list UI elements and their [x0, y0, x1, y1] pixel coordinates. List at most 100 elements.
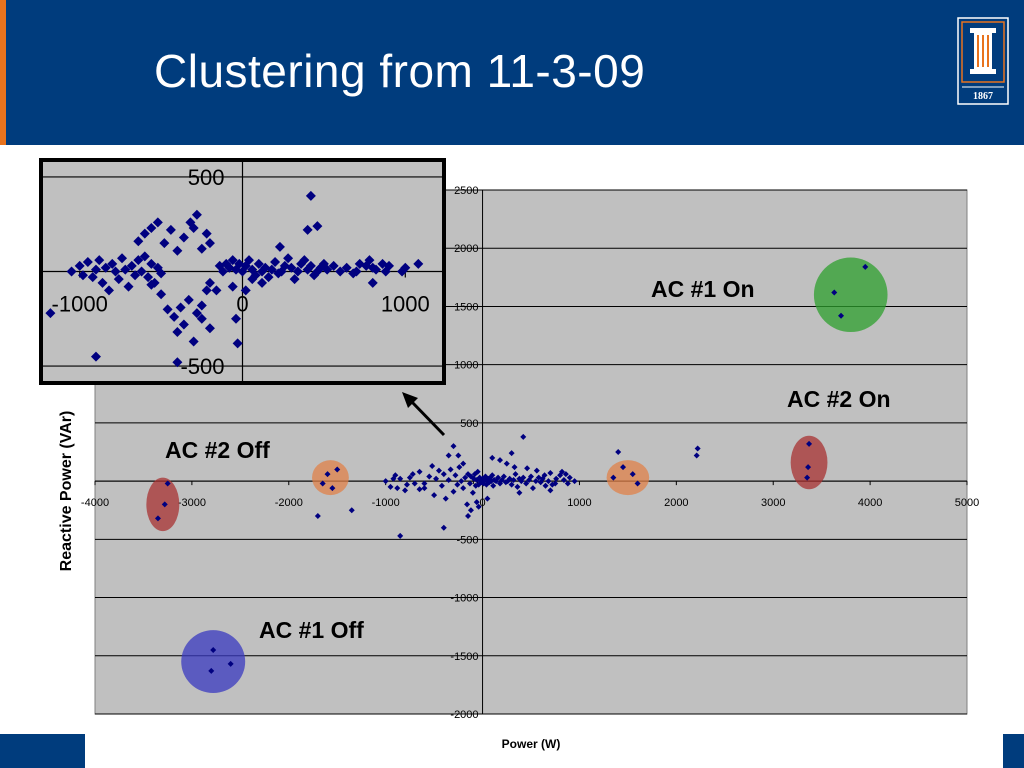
data-point	[520, 433, 527, 440]
inset-data-point	[87, 272, 98, 283]
inset-data-point	[377, 258, 388, 269]
data-point	[319, 480, 326, 487]
data-point	[421, 485, 428, 492]
data-point	[804, 474, 811, 481]
inset-data-point	[335, 266, 346, 277]
y-tick-label: 1000	[454, 360, 478, 372]
inset-data-point	[348, 268, 359, 279]
inset-data-point	[74, 260, 85, 271]
inset-data-point	[244, 255, 255, 266]
cluster-ellipse	[790, 435, 828, 490]
inset-data-point	[191, 209, 202, 220]
inset-data-point	[322, 264, 333, 275]
data-point	[161, 501, 168, 508]
inset-y-tick-label: -500	[180, 354, 224, 379]
data-point	[564, 480, 571, 487]
cluster-ellipse	[312, 460, 349, 496]
inset-data-point	[201, 228, 212, 239]
data-point	[464, 501, 471, 508]
inset-data-point	[318, 258, 329, 269]
data-point	[210, 646, 217, 653]
data-point	[421, 480, 428, 487]
x-tick-label: -1000	[372, 497, 400, 509]
data-point	[164, 480, 171, 487]
inset-data-point	[133, 236, 144, 247]
inset-data-point	[270, 257, 281, 268]
data-point	[542, 482, 549, 489]
inset-data-point	[232, 338, 243, 349]
data-point	[560, 476, 567, 483]
inset-data-point	[146, 258, 157, 269]
cluster-ellipse	[606, 460, 650, 496]
data-point	[508, 481, 515, 488]
data-point	[547, 487, 554, 494]
inset-x-tick-label: -1000	[52, 292, 108, 317]
inset-data-point	[204, 277, 215, 288]
data-point	[512, 471, 519, 478]
inset-data-point	[201, 285, 212, 296]
inset-data-point	[384, 260, 395, 271]
data-point	[452, 472, 459, 479]
inset-data-point	[82, 257, 93, 268]
inset-data-point	[247, 274, 258, 285]
data-point	[615, 449, 622, 455]
inset-data-point	[257, 266, 268, 277]
inset-data-point	[305, 190, 316, 201]
data-point	[409, 471, 416, 478]
y-tick-label: 2500	[454, 185, 478, 197]
inset-data-point	[364, 255, 375, 266]
data-point	[416, 486, 423, 493]
inset-data-point	[117, 253, 128, 264]
inset-data-point	[133, 255, 144, 266]
university-logo: 1867	[957, 17, 1009, 105]
x-tick-label: 3000	[761, 497, 785, 509]
data-point	[397, 532, 404, 539]
data-point	[805, 464, 812, 471]
data-point	[460, 485, 467, 492]
data-point	[629, 471, 636, 478]
inset-data-point	[66, 266, 77, 277]
inset-data-point	[266, 264, 277, 275]
data-point	[465, 513, 472, 520]
inset-data-point	[234, 258, 245, 269]
inset-zoom-chart: -1000 0 1000 500 -500	[39, 158, 446, 385]
inset-data-point	[196, 300, 207, 311]
data-point	[314, 513, 321, 520]
inset-data-point	[152, 217, 163, 228]
data-point	[445, 476, 452, 483]
data-point	[545, 478, 552, 485]
inset-data-point	[107, 258, 118, 269]
inset-data-point	[204, 238, 215, 249]
data-point	[559, 468, 566, 475]
data-point	[455, 452, 462, 459]
data-point	[456, 464, 463, 471]
data-point	[500, 473, 507, 480]
inset-data-point	[130, 270, 141, 281]
data-point	[528, 473, 534, 480]
data-point	[397, 475, 404, 482]
y-tick-label: 0	[472, 476, 478, 488]
inset-data-point	[156, 289, 167, 300]
inset-data-point	[328, 260, 339, 271]
y-tick-label: 1500	[454, 301, 478, 313]
inset-data-point	[413, 258, 424, 269]
inset-data-point	[146, 222, 157, 233]
data-point	[411, 480, 418, 487]
data-point	[442, 495, 449, 502]
inset-data-point	[253, 258, 264, 269]
inset-data-point	[104, 285, 115, 296]
y-tick-label: 500	[460, 418, 478, 430]
inset-data-point	[351, 266, 362, 277]
data-point	[620, 464, 627, 471]
data-point	[495, 474, 502, 481]
inset-data-point	[159, 238, 170, 249]
x-tick-label: -3000	[178, 497, 206, 509]
inset-data-point	[172, 357, 183, 368]
data-point	[806, 440, 813, 447]
data-point	[562, 471, 569, 478]
inset-data-point	[97, 277, 108, 288]
x-tick-label: 0	[479, 497, 485, 509]
data-point	[227, 660, 234, 667]
data-point	[529, 485, 536, 492]
data-point	[511, 464, 518, 471]
